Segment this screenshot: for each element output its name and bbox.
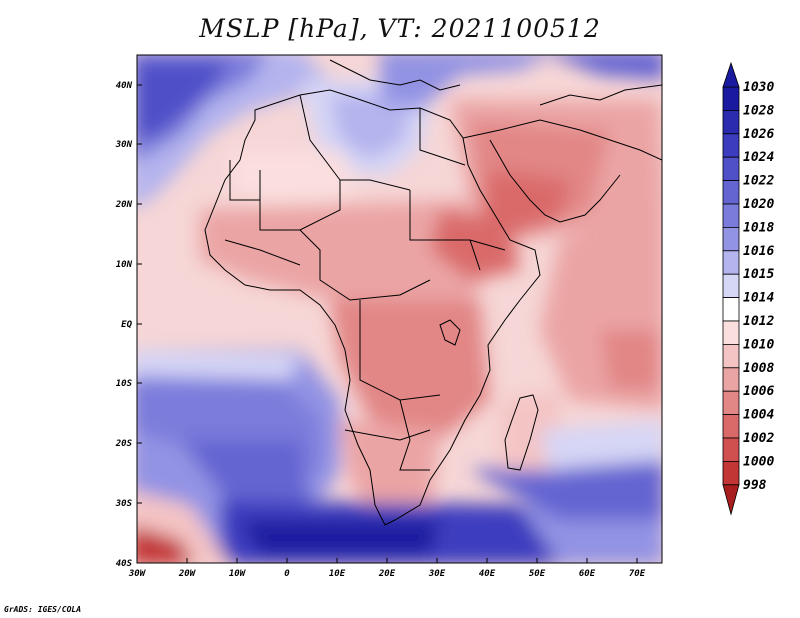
- longitude-labels: 30W 20W 10W 0 10E 20E 30E 40E 50E 60E 70…: [128, 569, 646, 579]
- chart-title: MSLP [hPa], VT: 2021100512: [199, 14, 601, 43]
- lon-label-60e: 60E: [579, 569, 596, 579]
- colorbar-swatch-1026: [722, 133, 740, 158]
- colorbar-min-arrow: [722, 484, 740, 516]
- colorbar-swatch-1014: [722, 297, 740, 322]
- colorbar-swatch-1002: [722, 437, 740, 462]
- map-frame: [136, 54, 663, 564]
- colorbar-label-1006: 1006: [743, 384, 774, 399]
- lat-label-10n: 10N: [116, 260, 133, 270]
- colorbar-label-1028: 1028: [743, 103, 774, 118]
- colorbar-label-1018: 1018: [743, 220, 774, 235]
- pressure-field: [137, 55, 662, 563]
- colorbar-label-1022: 1022: [743, 174, 774, 189]
- lon-label-0: 0: [284, 569, 290, 579]
- colorbar-swatch-1028: [722, 110, 740, 135]
- colorbar-swatch-1008: [722, 367, 740, 392]
- lon-label-20w: 20W: [178, 569, 197, 579]
- colorbar-swatch-1022: [722, 180, 740, 205]
- colorbar-label-1030: 1030: [743, 80, 774, 95]
- lat-label-40s: 40S: [116, 559, 133, 569]
- axis-ticks: [136, 84, 638, 564]
- colorbar-label-1004: 1004: [743, 408, 774, 423]
- colorbar-label-1000: 1000: [743, 454, 774, 469]
- colorbar-label-1010: 1010: [743, 337, 774, 352]
- latitude-labels: 40N 30N 20N 10N EQ 10S 20S 30S 40S: [115, 81, 133, 569]
- colorbar-swatch-1004: [722, 414, 740, 439]
- colorbar-label-1020: 1020: [743, 197, 774, 212]
- lon-label-50e: 50E: [529, 569, 546, 579]
- lat-label-eq: EQ: [121, 320, 132, 330]
- lat-label-40n: 40N: [116, 81, 133, 91]
- lon-label-30w: 30W: [128, 569, 147, 579]
- lat-label-10s: 10S: [116, 379, 133, 389]
- colorbar-label-998: 998: [743, 478, 767, 493]
- colorbar-label-1014: 1014: [743, 291, 774, 306]
- lon-label-10e: 10E: [329, 569, 346, 579]
- colorbar-label-1015: 1015: [743, 267, 774, 282]
- colorbar-label-1002: 1002: [743, 431, 774, 446]
- colorbar-label-1016: 1016: [743, 244, 774, 259]
- colorbar-swatch-1010: [722, 343, 740, 369]
- colorbar-swatch-1018: [722, 226, 740, 252]
- lon-label-10w: 10W: [229, 569, 247, 579]
- colorbar-label-1024: 1024: [743, 150, 774, 165]
- colorbar-swatch-1030: [722, 86, 740, 111]
- lat-label-20s: 20S: [115, 439, 133, 449]
- colorbar-swatch-1020: [722, 203, 740, 228]
- colorbar-swatch-1006: [722, 390, 740, 416]
- lon-label-30e: 30E: [428, 569, 446, 579]
- colorbar-swatch-1012: [722, 320, 740, 345]
- colorbar-swatch-1024: [722, 156, 740, 181]
- colorbar-max-arrow: [722, 61, 740, 88]
- colorbar-label-1008: 1008: [743, 361, 774, 376]
- lon-label-40e: 40E: [479, 569, 496, 579]
- lat-label-30n: 30N: [115, 140, 133, 150]
- lon-label-70e: 70E: [629, 569, 646, 579]
- lon-label-20e: 20E: [378, 569, 396, 579]
- coastlines: [204, 59, 662, 526]
- grads-credit: GrADS: IGES/COLA: [4, 605, 82, 614]
- colorbar-swatch-1016: [722, 250, 740, 275]
- lat-label-20n: 20N: [115, 200, 133, 210]
- colorbar-swatch-1015: [722, 273, 740, 299]
- colorbar-label-1026: 1026: [743, 127, 774, 142]
- colorbar-label-1012: 1012: [743, 314, 774, 329]
- lat-label-30s: 30S: [115, 499, 133, 509]
- colorbar-swatch-1000: [722, 460, 740, 486]
- colorbar: 1030 1028 1026 1024 1022 1020 1018 1016 1015 1014…: [722, 61, 774, 516]
